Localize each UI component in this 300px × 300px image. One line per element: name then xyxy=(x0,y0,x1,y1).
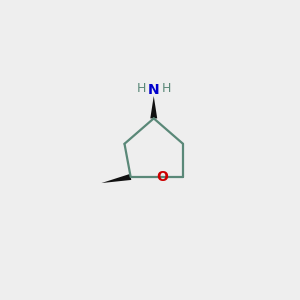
Text: N: N xyxy=(148,83,160,97)
Polygon shape xyxy=(101,174,131,183)
Polygon shape xyxy=(150,96,157,118)
Text: O: O xyxy=(156,170,168,184)
Text: H: H xyxy=(137,82,146,95)
Text: H: H xyxy=(161,82,171,95)
